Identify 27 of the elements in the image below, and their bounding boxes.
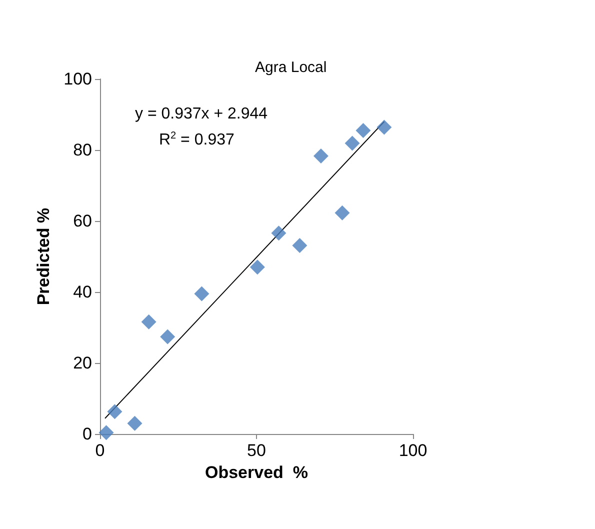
x-tick-label: 100 <box>398 441 428 460</box>
point <box>98 425 114 440</box>
x-tick-label: 0 <box>95 441 105 460</box>
annotation: y = 0.937x + 2.944 <box>135 106 268 122</box>
y-axis-title: Predicted % <box>34 208 53 306</box>
point <box>160 329 176 344</box>
y-tick-label: 60 <box>73 212 92 230</box>
point <box>376 120 392 135</box>
point <box>194 286 210 302</box>
point <box>356 122 371 138</box>
point <box>344 136 360 151</box>
point <box>271 226 286 241</box>
point <box>141 314 156 330</box>
point <box>313 148 328 164</box>
x-tick-label: 50 <box>247 441 266 460</box>
y-tick-label: 80 <box>73 140 92 160</box>
x-axis-title: Observed % <box>205 462 308 482</box>
y-tick-label: 20 <box>73 354 92 372</box>
point <box>107 404 122 420</box>
y-tick-label: 0 <box>82 424 92 444</box>
chart-title: Agra Local <box>255 59 327 76</box>
y-tick-label: 40 <box>73 282 92 302</box>
point <box>292 238 308 253</box>
point <box>127 416 142 431</box>
point <box>250 260 265 275</box>
y-tick-label: 100 <box>64 70 92 88</box>
point <box>334 205 350 220</box>
